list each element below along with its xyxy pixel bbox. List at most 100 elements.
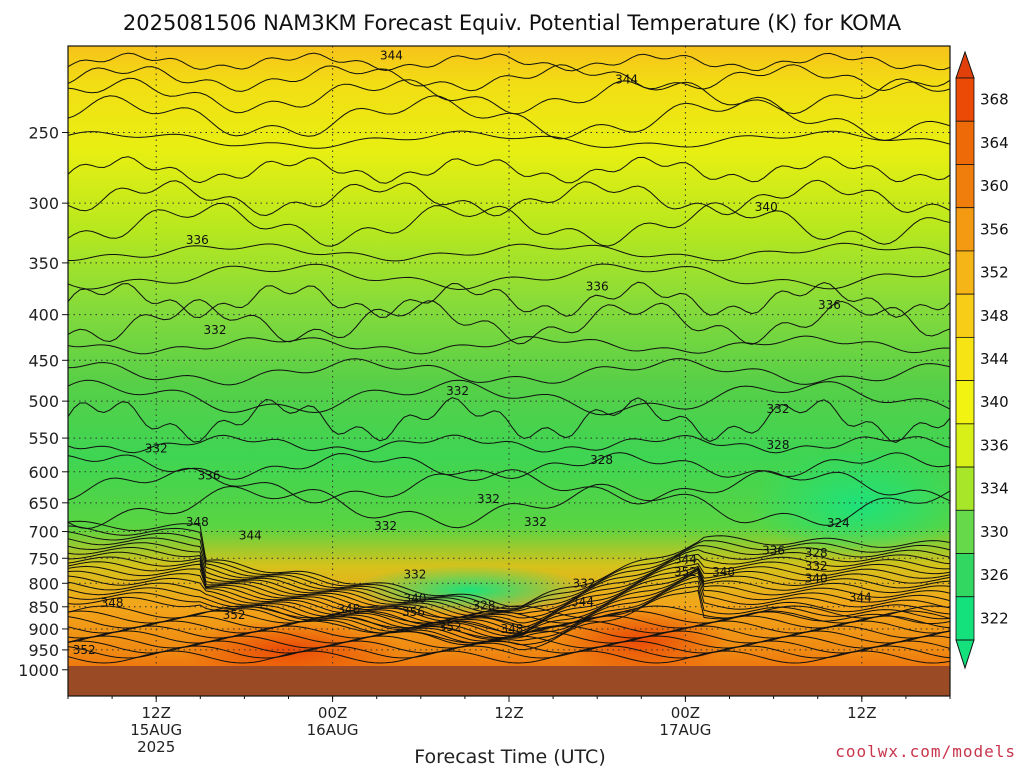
contour-label: 340 (403, 591, 426, 605)
contour-label: 332 (524, 515, 547, 529)
frontal-contour (68, 565, 950, 635)
contour-label: 348 (337, 602, 360, 616)
contour-label: 328 (473, 598, 496, 612)
colorbar-label: 360 (980, 177, 1009, 195)
colorbar-label: 326 (980, 566, 1009, 584)
contour-label: 352 (439, 620, 462, 634)
contour-label: 328 (590, 453, 613, 467)
contour-label: 332 (805, 559, 828, 573)
contour-label: 356 (402, 605, 425, 619)
x-tick-label: 16AUG (307, 721, 359, 739)
y-tick-label: 800 (28, 574, 59, 593)
colorbar-segment (955, 77, 975, 122)
contour-label: 332 (573, 576, 596, 590)
colorbar-label: 352 (980, 264, 1009, 282)
contour-label: 348 (500, 622, 523, 636)
y-tick-label: 350 (28, 254, 59, 273)
credit-text: coolwx.com/models (835, 742, 1016, 761)
chart-title: 2025081506 NAM3KM Forecast Equiv. Potent… (123, 11, 902, 35)
contour-label: 332 (374, 519, 397, 533)
colorbar-segment (955, 336, 975, 382)
y-tick-label: 550 (28, 429, 59, 448)
colorbar-label: 322 (980, 609, 1009, 627)
contour-line (68, 202, 950, 247)
contour-line (68, 379, 950, 416)
contour-label: 352 (73, 643, 96, 657)
y-tick-label: 400 (28, 306, 59, 325)
boundary-layer-contour (68, 635, 950, 649)
contour-label: 332 (477, 492, 500, 506)
x-tick-label: 00Z (671, 704, 700, 722)
contour-label: 336 (198, 469, 221, 483)
y-tick-label: 750 (28, 549, 59, 568)
colorbar-segment (955, 164, 975, 209)
contour-line (68, 335, 950, 355)
contour-line (68, 130, 950, 149)
x-tick-label: 2025 (137, 738, 175, 756)
y-tick-label: 300 (28, 194, 59, 213)
y-tick-label: 700 (28, 523, 59, 542)
ground-below-surface (68, 666, 950, 696)
colorbar: 368 364 360 356 352 348 344 340 336 334 330 326 322 (955, 50, 1009, 670)
contour-label: 344 (239, 528, 262, 542)
contour-label: 328 (767, 438, 790, 452)
frontal-contour (68, 531, 950, 612)
contour-label: 344 (380, 49, 403, 63)
colorbar-segment (955, 207, 975, 252)
y-tick-label: 600 (28, 463, 59, 482)
contour-label: 344 (571, 595, 594, 609)
contour-label: 336 (186, 233, 209, 247)
contour-label: 332 (403, 567, 426, 581)
x-tick-label: 17AUG (659, 721, 711, 739)
contour-label: 324 (827, 516, 850, 530)
y-tick-label: 900 (28, 620, 59, 639)
colorbar-segment (955, 466, 975, 511)
contour-line (68, 242, 950, 262)
colorbar-segment (955, 293, 975, 338)
contour-line (68, 452, 950, 480)
x-tick-label: 12Z (494, 704, 523, 722)
colorbar-segment (955, 120, 975, 165)
contour-label: 352 (674, 565, 697, 579)
colorbar-segment (955, 509, 975, 554)
contour-label: 344 (615, 72, 638, 86)
contour-line (68, 434, 950, 454)
y-tick-label: 250 (28, 123, 59, 142)
x-tick-label: 15AUG (130, 721, 182, 739)
frontal-contour (68, 547, 950, 619)
contour-label: 336 (818, 298, 841, 312)
colorbar-segment (955, 380, 975, 425)
contour-lines (68, 52, 950, 664)
y-tick-label: 850 (28, 598, 59, 617)
frontal-contour (68, 580, 950, 642)
colorbar-label: 334 (980, 480, 1009, 498)
contour-line (68, 281, 950, 319)
contour-label: 332 (204, 323, 227, 337)
colorbar-segment (955, 423, 975, 468)
colorbar-label: 368 (980, 91, 1009, 109)
boundary-layer-contour (68, 640, 950, 654)
colorbar-label: 330 (980, 523, 1009, 541)
frontal-contour (68, 575, 950, 640)
moist-region-east (750, 450, 950, 560)
field-layer: 344 344 340 336 336 336 332 332 332 332 328 328 336 3… (68, 46, 950, 696)
contour-label: 336 (762, 543, 785, 557)
colorbar-label: 364 (980, 134, 1009, 152)
colorbar-segment (955, 250, 975, 295)
contour-label: 352 (223, 608, 246, 622)
boundary-layer-contour (68, 610, 950, 624)
grid-lines (68, 46, 950, 696)
y-tick-label: 950 (28, 641, 59, 660)
contour-label: 340 (805, 571, 828, 585)
colorbar-label: 344 (980, 350, 1009, 368)
contour-label: 332 (767, 402, 790, 416)
colorbar-segment (955, 553, 975, 598)
x-tick-label: 12Z (142, 704, 171, 722)
frontal-contour (68, 537, 950, 613)
pressure-axis: 250 300 350 400 450 500 550 600 650 700 750 800 850 9… (18, 123, 68, 680)
contour-label: 340 (755, 200, 778, 214)
contour-labels: 344 344 340 336 336 336 332 332 332 332 328 328 336 3… (73, 49, 872, 657)
contour-line (68, 64, 950, 92)
